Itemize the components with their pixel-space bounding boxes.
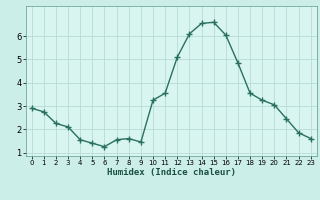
X-axis label: Humidex (Indice chaleur): Humidex (Indice chaleur) xyxy=(107,168,236,177)
